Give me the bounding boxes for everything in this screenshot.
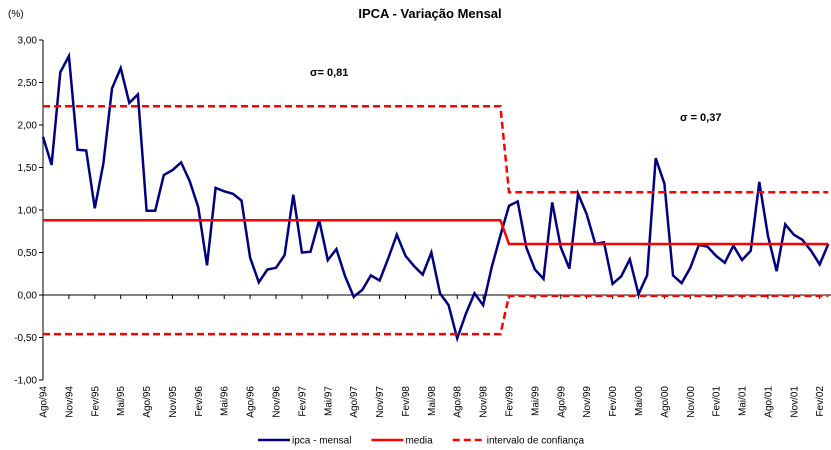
chart-title: IPCA - Variação Mensal (358, 6, 501, 21)
x-tick-label: Nov/94 (64, 386, 75, 418)
x-tick-label: Ago/95 (142, 386, 153, 418)
x-tick-label: Mai/98 (427, 386, 438, 416)
y-tick-label: 1,50 (18, 163, 38, 174)
x-tick-label: Fev/01 (712, 386, 723, 417)
x-tick-label: Nov/96 (272, 386, 283, 418)
series-line (41, 51, 830, 343)
x-tick-label: Mai/00 (634, 386, 645, 416)
x-tick-label: Nov/99 (582, 386, 593, 418)
x-tick-label: Ago/94 (39, 386, 50, 418)
x-tick-label: Fev/00 (608, 386, 619, 417)
x-tick-label: Fev/98 (401, 386, 412, 417)
y-axis-label: (%) (8, 9, 24, 20)
y-tick-label: -1,00 (14, 376, 37, 387)
series-line (43, 218, 829, 246)
x-tick-label: Fev/02 (815, 386, 826, 417)
x-tick-label: Mai/96 (220, 386, 231, 416)
legend-label: intervalo de confiança (487, 436, 585, 447)
x-tick-label: Mai/01 (738, 386, 749, 416)
annotation: σ= 0,81 (310, 67, 348, 79)
annotation: σ = 0,37 (680, 112, 721, 124)
x-tick-label: Fev/96 (194, 386, 205, 417)
x-tick-label: Nov/97 (375, 386, 386, 418)
x-tick-label: Fev/95 (90, 386, 101, 417)
y-tick-label: -0,50 (14, 333, 37, 344)
y-tick-label: 3,00 (18, 36, 38, 47)
x-tick-label: Mai/99 (530, 386, 541, 416)
x-tick-label: Fev/97 (297, 386, 308, 417)
x-tick-label: Ago/97 (349, 386, 360, 418)
series-line (43, 105, 829, 194)
x-tick-label: Nov/01 (789, 386, 800, 418)
x-tick-label: Ago/98 (453, 386, 464, 418)
x-tick-label: Ago/96 (246, 386, 257, 418)
y-tick-label: 1,00 (18, 206, 38, 217)
y-tick-label: 2,50 (18, 78, 38, 89)
series-line (43, 294, 829, 336)
x-tick-label: Fev/99 (505, 386, 516, 417)
x-tick-label: Nov/95 (168, 386, 179, 418)
x-tick-label: Mai/97 (323, 386, 334, 416)
x-tick-label: Nov/98 (479, 386, 490, 418)
x-tick-label: Nov/00 (686, 386, 697, 418)
x-tick-label: Mai/95 (116, 386, 127, 416)
y-tick-label: 2,00 (18, 121, 38, 132)
legend-label: media (405, 436, 433, 447)
x-tick-label: Ago/01 (763, 386, 774, 418)
x-tick-label: Ago/00 (660, 386, 671, 418)
x-tick-label: Ago/99 (556, 386, 567, 418)
y-tick-label: 0,50 (18, 248, 38, 259)
y-tick-label: 0,00 (18, 291, 38, 302)
legend-label: ipca - mensal (292, 436, 351, 447)
